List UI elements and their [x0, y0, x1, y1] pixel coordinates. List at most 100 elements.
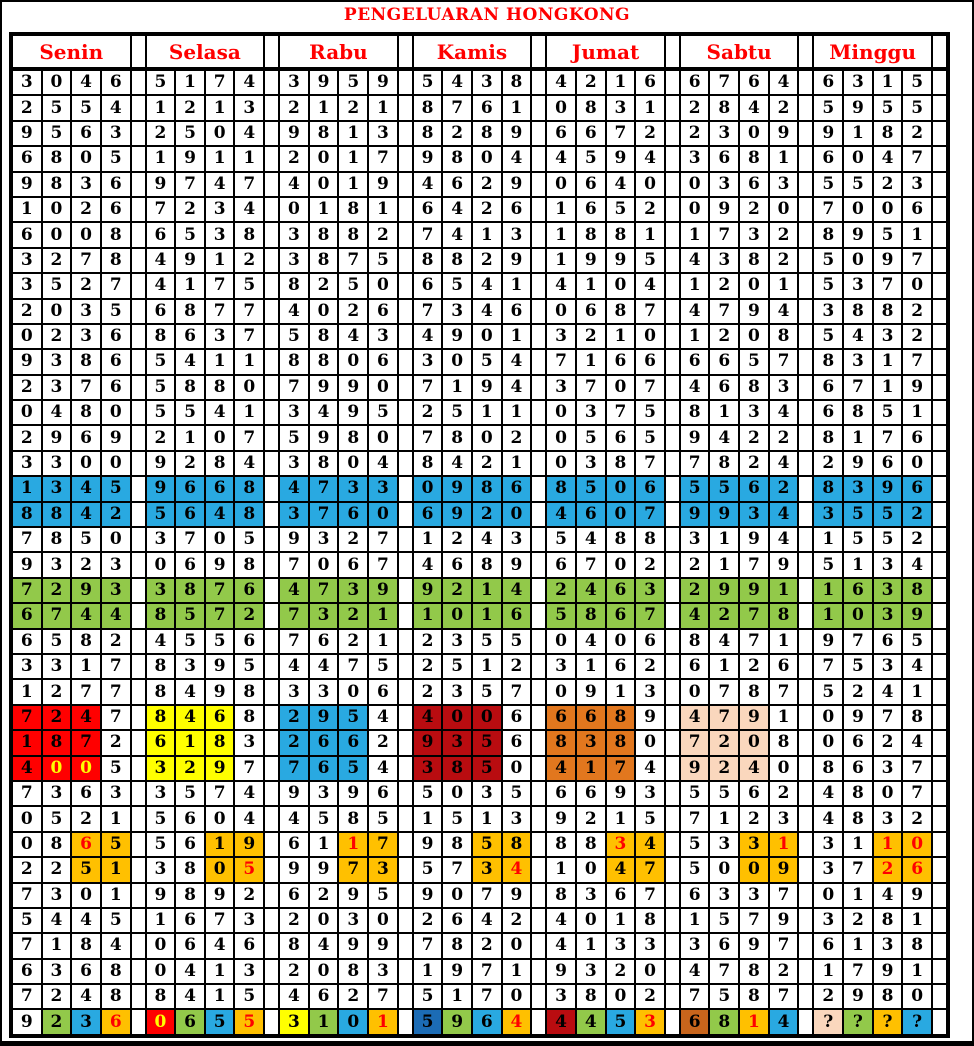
digit-cell: 5	[813, 95, 844, 121]
digit-cell: 2	[368, 730, 398, 756]
separator-cell	[397, 298, 413, 324]
digit-cell: 3	[546, 653, 576, 680]
digit-cell: 9	[546, 806, 576, 832]
digit-cell: 8	[175, 298, 205, 324]
digit-cell: 4	[902, 653, 932, 680]
digit-cell: 6	[902, 196, 932, 223]
separator-cell	[931, 1009, 947, 1035]
digit-cell: 1	[575, 933, 606, 959]
digit-cell: 7	[234, 755, 265, 781]
separator-cell	[531, 755, 547, 781]
digit-cell: 1	[368, 603, 398, 629]
separator-cell	[798, 679, 814, 705]
digit-cell: 4	[546, 933, 576, 959]
separator-cell	[798, 1009, 814, 1035]
digit-cell: 7	[308, 501, 339, 528]
digit-cell: 6	[145, 298, 176, 324]
digit-cell: 9	[709, 501, 740, 528]
digit-cell: 5	[501, 780, 532, 807]
separator-cell	[130, 780, 146, 807]
digit-cell: 8	[709, 450, 740, 477]
digit-cell: 6	[100, 349, 131, 375]
digit-cell: 5	[709, 476, 740, 502]
digit-cell: 1	[308, 95, 339, 121]
digit-cell: 6	[605, 425, 636, 451]
digit-cell: 0	[12, 806, 42, 832]
separator-cell	[531, 247, 547, 274]
digit-cell: 9	[412, 831, 443, 858]
digit-cell: 8	[145, 653, 176, 680]
digit-cell: 5	[575, 146, 606, 172]
digit-cell: 9	[501, 171, 532, 197]
separator-cell	[264, 577, 280, 604]
digit-cell: 7	[41, 603, 72, 629]
digit-cell: 3	[41, 958, 72, 985]
separator-cell	[397, 349, 413, 375]
digit-cell: 7	[338, 247, 369, 274]
digit-cell: 2	[234, 603, 265, 629]
digit-cell: 0	[145, 958, 176, 985]
digit-cell: 1	[605, 907, 636, 934]
digit-cell: 5	[501, 628, 532, 654]
digit-cell: 5	[338, 70, 369, 96]
header-separator-cell	[798, 35, 814, 68]
digit-cell: 1	[501, 323, 532, 350]
digit-cell: 6	[308, 730, 339, 756]
separator-cell	[130, 146, 146, 172]
digit-cell: 7	[338, 653, 369, 680]
digit-cell: 7	[234, 425, 265, 451]
digit-cell: 6	[605, 882, 636, 908]
digit-cell: 3	[308, 780, 339, 807]
digit-cell: 0	[12, 323, 42, 350]
digit-cell: 1	[679, 323, 710, 350]
separator-cell	[397, 120, 413, 147]
digit-cell: 2	[279, 95, 309, 121]
digit-cell: 6	[71, 831, 101, 858]
digit-cell: 2	[635, 120, 665, 147]
header-separator-cell	[397, 35, 413, 68]
digit-cell: 0	[338, 349, 369, 375]
digit-cell: 0	[308, 298, 339, 324]
separator-cell	[531, 146, 547, 172]
separator-cell	[397, 476, 413, 502]
digit-cell: 9	[175, 146, 205, 172]
digit-cell: 2	[71, 196, 101, 223]
digit-cell: 8	[234, 552, 265, 578]
digit-cell: 7	[709, 679, 740, 705]
separator-cell	[531, 1009, 547, 1035]
digit-cell: 3	[338, 907, 369, 934]
separator-cell	[531, 222, 547, 248]
digit-cell: 8	[234, 679, 265, 705]
separator-cell	[931, 933, 947, 959]
digit-cell: 5	[234, 527, 265, 553]
digit-cell: 8	[679, 400, 710, 426]
separator-cell	[931, 603, 947, 629]
digit-cell: 1	[872, 831, 903, 858]
separator-cell	[397, 933, 413, 959]
separator-cell	[798, 628, 814, 654]
digit-cell: 1	[338, 831, 369, 858]
separator-cell	[264, 450, 280, 477]
separator-cell	[664, 679, 680, 705]
digit-cell: 0	[546, 298, 576, 324]
digit-cell: 4	[368, 450, 398, 477]
digit-cell: 5	[100, 755, 131, 781]
digit-cell: 5	[813, 171, 844, 197]
digit-cell: 5	[100, 146, 131, 172]
digit-cell: 6	[575, 120, 606, 147]
separator-cell	[798, 933, 814, 959]
digit-cell: 8	[41, 527, 72, 553]
digit-cell: 3	[204, 323, 235, 350]
digit-cell: 6	[546, 120, 576, 147]
separator-cell	[397, 577, 413, 604]
digit-cell: 6	[813, 374, 844, 401]
separator-cell	[798, 552, 814, 578]
digit-cell: 9	[338, 374, 369, 401]
digit-cell: 4	[679, 247, 710, 274]
digit-cell: 4	[175, 349, 205, 375]
digit-cell: 5	[605, 1009, 636, 1035]
